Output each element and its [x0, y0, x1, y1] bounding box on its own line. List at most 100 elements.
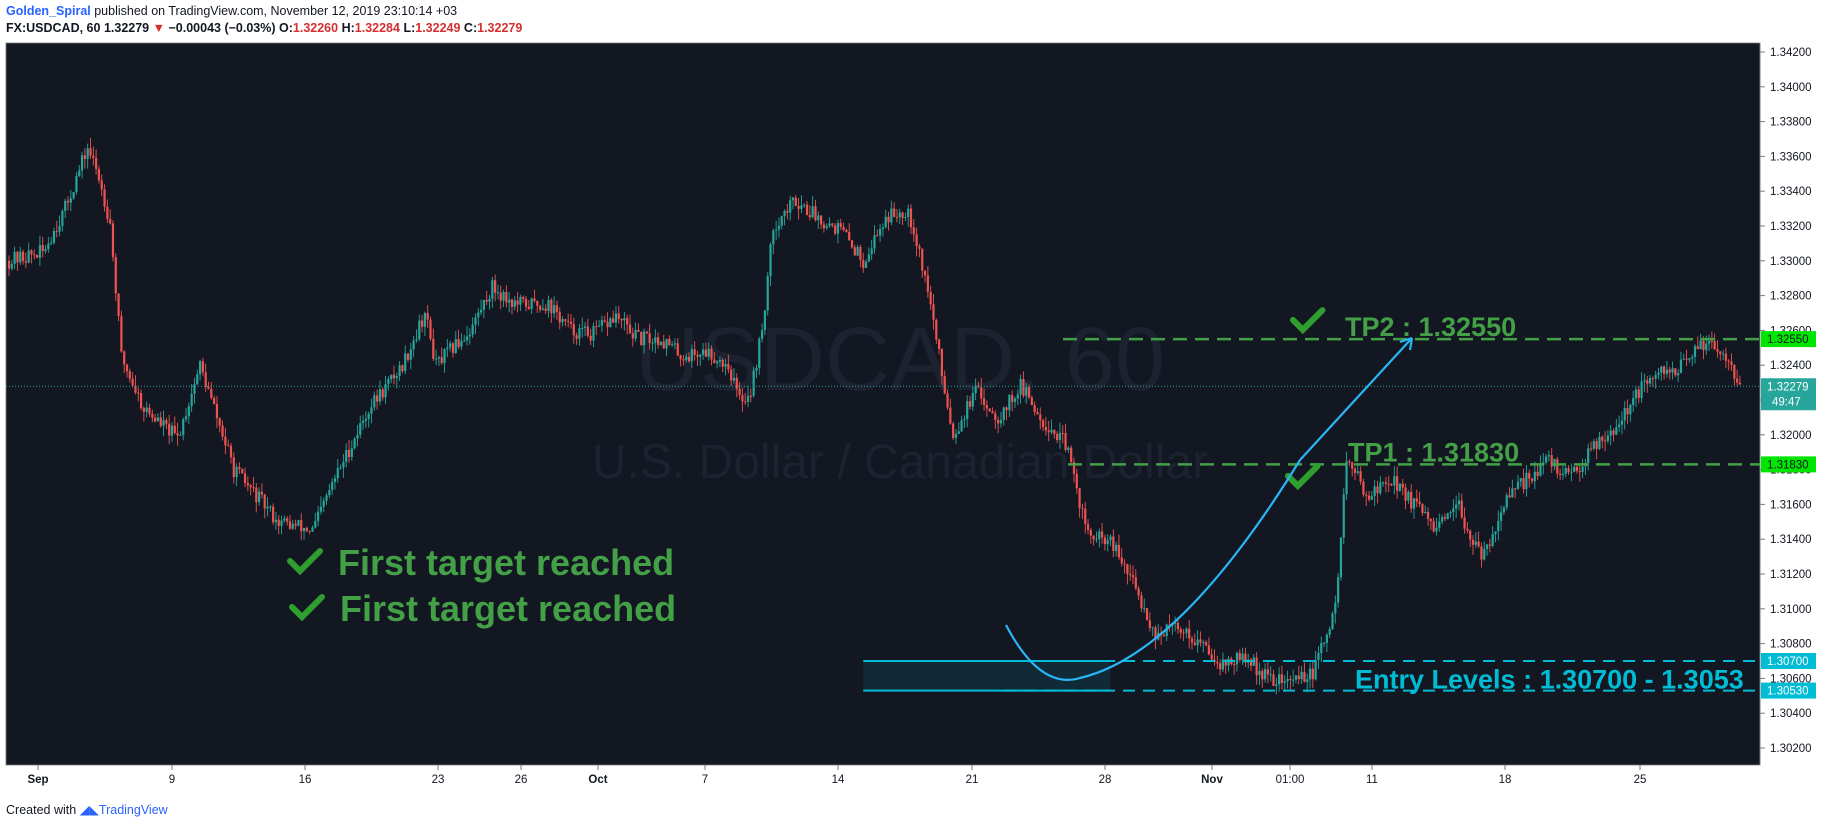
candle-body [1516, 481, 1520, 489]
x-tick-label: Nov [1201, 774, 1223, 786]
candle-body [249, 485, 252, 488]
candle-body [229, 445, 233, 458]
candle-body [1424, 511, 1427, 513]
candle-body [1112, 536, 1115, 551]
tradingview-logo-icon[interactable]: ◢◣ [79, 803, 99, 817]
candle-body [1086, 523, 1090, 530]
candle-body [342, 461, 345, 468]
candle-body [654, 337, 657, 343]
symbol-watermark: USDCAD, 60 U.S. Dollar / Canadian Dollar [592, 310, 1208, 489]
candle-body [741, 395, 744, 402]
candle-body [1356, 471, 1359, 473]
candle-body [1182, 632, 1185, 634]
candle-body [777, 225, 781, 230]
candle-body [1353, 468, 1357, 473]
tradingview-link[interactable]: TradingView [98, 803, 168, 817]
candle-body [1626, 408, 1629, 415]
candle-body [1455, 504, 1458, 509]
candle-body [1544, 456, 1548, 463]
candle-body [1483, 548, 1486, 560]
candle-body [1522, 478, 1525, 490]
candle-body [176, 433, 179, 436]
candle-body [1075, 473, 1078, 489]
candle-body [168, 423, 171, 436]
x-tick-label: 7 [702, 774, 708, 786]
candle-body [1497, 520, 1500, 532]
candle-body [305, 527, 308, 531]
candle-body [1699, 340, 1702, 350]
candle-body [676, 343, 679, 356]
candle-body [1477, 541, 1480, 547]
candle-body [687, 356, 691, 362]
candle-body [1727, 360, 1730, 362]
candle-body [1162, 635, 1166, 637]
candle-body [1693, 346, 1697, 357]
candle-body [558, 312, 561, 323]
candle-body [1410, 491, 1413, 509]
candle-body [1525, 472, 1528, 490]
candle-body [1396, 476, 1399, 491]
candle-body [64, 200, 67, 211]
candle-body [1137, 588, 1140, 596]
y-tick-label: 1.34200 [1770, 47, 1812, 59]
candle-body [179, 434, 182, 436]
candle-body [204, 372, 207, 387]
candle-body [1261, 670, 1264, 680]
candle-body [1719, 351, 1722, 354]
trend-arrow-line[interactable] [1299, 337, 1413, 461]
candle-body [100, 180, 103, 190]
candle-body [567, 320, 570, 322]
candle-body [106, 206, 109, 219]
candle-body [300, 520, 303, 532]
candle-body [929, 291, 932, 305]
candle-body [814, 206, 817, 221]
candle-body [957, 431, 960, 434]
candle-body [1053, 429, 1056, 434]
candle-body [696, 354, 699, 357]
candle-body [867, 254, 870, 262]
candle-body [1575, 466, 1579, 472]
candle-body [367, 413, 370, 419]
candle-body [862, 260, 865, 268]
candle-body [308, 530, 311, 532]
candle-body [510, 299, 514, 307]
candle-body [1207, 645, 1210, 655]
candle-body [1266, 669, 1269, 675]
publish-line: Golden_Spiral published on TradingView.c… [6, 3, 1806, 20]
candle-body [1367, 495, 1371, 500]
cup-curve[interactable] [1005, 459, 1301, 681]
candle-body [1634, 389, 1638, 399]
candle-body [583, 326, 587, 328]
candle-body [1120, 557, 1123, 564]
candle-body [693, 349, 696, 355]
candle-body [1143, 608, 1146, 610]
author-link[interactable]: Golden_Spiral [6, 4, 91, 18]
candle-body [1738, 382, 1742, 385]
candle-body [811, 206, 814, 218]
chart-pane[interactable] [5, 42, 1761, 766]
y-tick-label: 1.33800 [1770, 117, 1812, 129]
candle-body [1494, 531, 1497, 535]
candle-body [145, 407, 148, 412]
candle-body [210, 388, 213, 398]
candle-body [72, 192, 75, 199]
entry-zone-box[interactable] [863, 661, 1111, 691]
candle-body [1348, 461, 1351, 463]
open-value: 1.32260 [292, 21, 339, 35]
candle-body [1210, 654, 1213, 660]
candle-body [623, 318, 626, 321]
candle-body [519, 296, 522, 305]
candle-body [1308, 668, 1312, 680]
candle-body [935, 319, 938, 340]
candle-body [1384, 482, 1387, 484]
candle-body [159, 417, 162, 426]
candle-body [1733, 364, 1736, 379]
candle-body [1500, 512, 1503, 521]
candle-body [505, 292, 508, 303]
candle-body [1176, 622, 1180, 630]
candle-body [690, 349, 693, 362]
candle-body [1320, 642, 1323, 653]
candle-body [1317, 652, 1320, 660]
candle-body [1022, 379, 1025, 396]
